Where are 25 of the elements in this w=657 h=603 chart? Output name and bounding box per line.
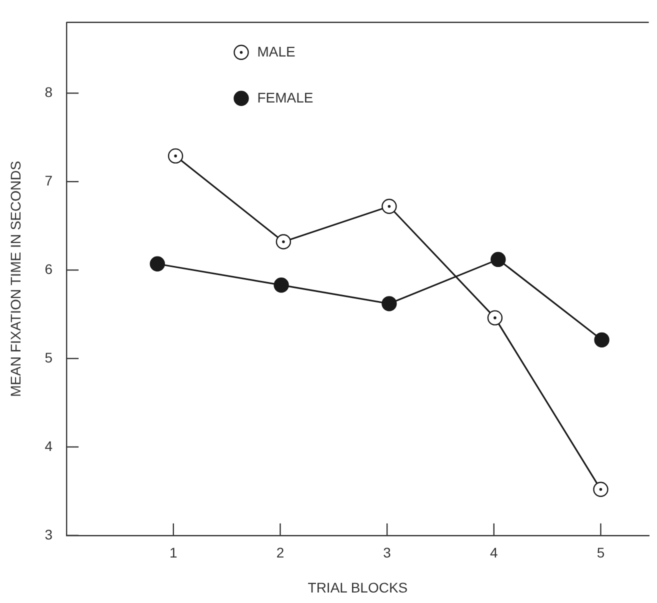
point [487, 310, 503, 326]
x-tick-label: 5 [596, 544, 605, 561]
point [382, 296, 397, 312]
x-tick-label: 4 [490, 544, 498, 561]
y-tick-label: 4 [44, 438, 53, 454]
legend-label: FEMALE [257, 89, 314, 106]
y-tick-label: 6 [44, 260, 53, 277]
y-tick-label: 5 [44, 349, 53, 366]
legend-label: MALE [257, 43, 296, 60]
point [593, 482, 608, 498]
point [490, 252, 506, 268]
point [594, 332, 610, 348]
x-axis-title: TRIAL BLOCKS [308, 579, 408, 596]
x-tick-label: 1 [170, 544, 178, 561]
y-axis-title: MEAN FIXATION TIME IN SECONDS [7, 160, 24, 397]
y-tick-label: 7 [44, 172, 53, 188]
point [274, 277, 289, 293]
x-tick-label: 3 [383, 544, 392, 561]
point [382, 198, 397, 214]
x-tick-label: 2 [276, 544, 284, 561]
point [150, 256, 165, 272]
point [276, 234, 292, 250]
y-tick-label: 3 [44, 526, 53, 542]
y-tick-label: 8 [44, 84, 53, 100]
point [168, 148, 184, 164]
